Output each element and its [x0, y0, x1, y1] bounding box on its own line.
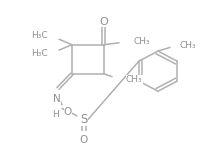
Text: H₃C: H₃C [31, 49, 48, 58]
Text: O: O [79, 135, 88, 144]
Text: CH₃: CH₃ [125, 75, 142, 84]
Text: CH₃: CH₃ [179, 41, 196, 50]
Text: H₃C: H₃C [31, 31, 48, 40]
Text: H: H [52, 110, 59, 119]
Text: S: S [80, 113, 87, 126]
Text: O: O [64, 107, 72, 117]
Text: O: O [99, 17, 108, 27]
Text: CH₃: CH₃ [133, 37, 150, 46]
Text: N: N [53, 94, 61, 104]
